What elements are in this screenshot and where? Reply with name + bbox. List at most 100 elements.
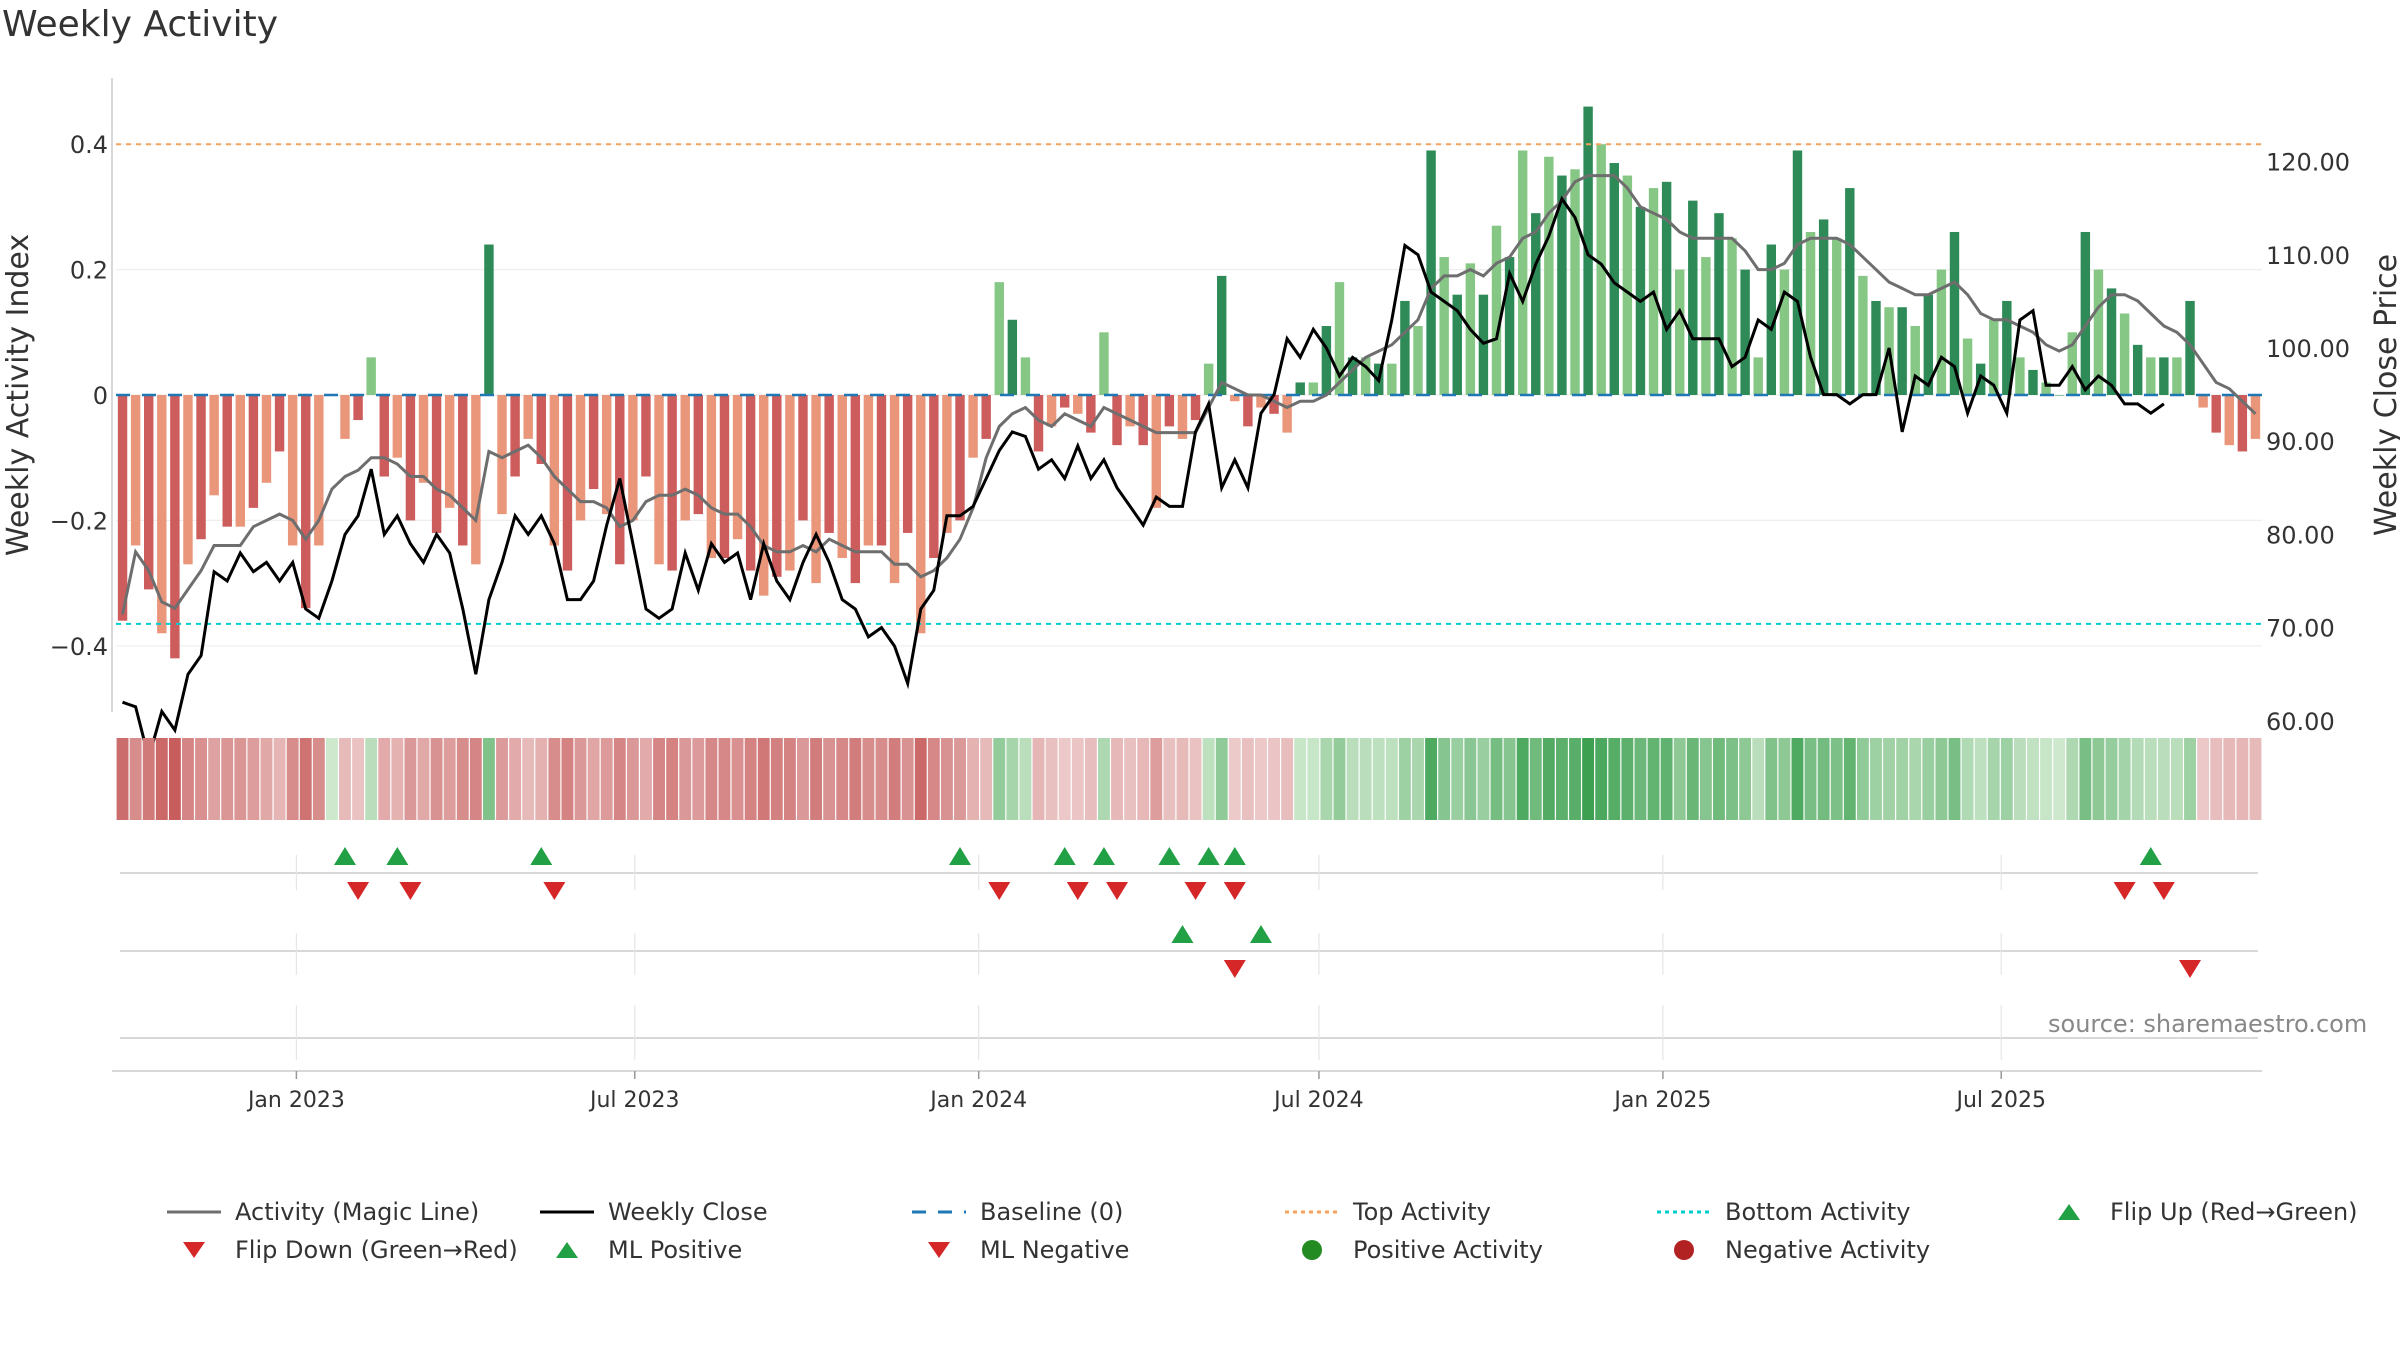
x-tick-label: Jul 2023 <box>588 1088 680 1113</box>
y-tick-label: 0 <box>93 382 108 410</box>
legend-item-baseline: Baseline (0) <box>910 1198 1123 1226</box>
activity-bar <box>1766 244 1777 395</box>
activity-bar <box>1007 319 1018 395</box>
activity-bar <box>1112 395 1122 446</box>
magic-line-icon <box>167 1210 221 1214</box>
heatmap-cell <box>1961 738 1974 820</box>
activity-bar <box>353 395 363 421</box>
chart-title: Weekly Activity <box>2 4 279 45</box>
heatmap-cell <box>2184 738 2196 820</box>
heatmap-cell <box>1412 738 1424 820</box>
activity-bar <box>1256 395 1266 408</box>
activity-bar <box>248 395 259 508</box>
heatmap-cell <box>1019 738 1032 820</box>
activity-bar <box>1845 188 1855 395</box>
activity-bar <box>1727 238 1737 395</box>
heatmap-cell <box>1163 738 1176 820</box>
activity-bar <box>562 395 573 571</box>
flip-down-marker <box>1184 882 1207 900</box>
activity-bar <box>235 395 246 527</box>
legend-item-weekly-close: Weekly Close <box>538 1198 768 1226</box>
heatmap-cell <box>1752 738 1765 820</box>
activity-bar <box>785 395 795 571</box>
heatmap-cell <box>2144 738 2157 820</box>
heatmap-cell <box>1098 738 1110 820</box>
flip-down-marker <box>2152 882 2175 900</box>
flip-down-marker <box>1106 882 1129 900</box>
activity-bar <box>366 357 376 395</box>
heatmap-cell <box>692 738 705 820</box>
baseline-dash-icon <box>912 1210 966 1214</box>
heatmap-cell <box>1843 738 1856 820</box>
heatmap-cell <box>1935 738 1948 820</box>
heatmap-cell <box>1726 738 1738 820</box>
activity-bar <box>994 282 1004 395</box>
heatmap-cell <box>2249 738 2262 820</box>
legend-label: Top Activity <box>1353 1198 1491 1226</box>
activity-bar <box>719 395 730 559</box>
activity-bar <box>1125 395 1135 427</box>
activity-bar <box>798 395 808 521</box>
activity-bar <box>1243 395 1253 427</box>
activity-bar <box>667 395 677 571</box>
ml-positive-marker <box>1171 925 1194 943</box>
activity-bar <box>811 395 821 584</box>
activity-bar <box>1622 175 1633 395</box>
heatmap-cell <box>535 738 548 820</box>
activity-bar <box>1962 338 1973 395</box>
heatmap-cell <box>1542 738 1555 820</box>
activity-bar <box>745 395 756 571</box>
legend-item-top-activity: Top Activity <box>1283 1198 1491 1226</box>
heatmap-cell <box>1006 738 1019 820</box>
heatmap-cell <box>1529 738 1542 820</box>
heatmap-cell <box>1713 738 1725 820</box>
legend-label: Negative Activity <box>1725 1236 1931 1264</box>
legend-label: Positive Activity <box>1353 1236 1543 1264</box>
activity-bar <box>1073 395 1083 414</box>
heatmap-cell <box>365 738 378 820</box>
flip-up-marker <box>1223 847 1246 865</box>
activity-bar <box>458 395 468 546</box>
heatmap-cell <box>1791 738 1804 820</box>
heatmap-cell <box>1255 738 1267 820</box>
activity-bar <box>2132 344 2143 395</box>
x-tick-label: Jan 2023 <box>246 1088 345 1113</box>
legend-label: Weekly Close <box>608 1198 768 1226</box>
activity-bar <box>2054 395 2064 396</box>
activity-bar <box>588 395 599 490</box>
activity-bar <box>628 395 638 521</box>
activity-bar <box>287 395 298 546</box>
heatmap-cell <box>1202 738 1215 820</box>
heatmap-cell <box>1503 738 1516 820</box>
activity-bar <box>183 395 193 565</box>
heatmap-cell <box>2092 738 2105 820</box>
triangle-up-green-icon <box>556 1242 578 1258</box>
activity-bar <box>1504 257 1515 395</box>
heatmap-cell <box>653 738 665 820</box>
activity-bar <box>2002 300 2012 395</box>
activity-bar <box>2080 231 2091 395</box>
flip-up-marker <box>949 847 972 865</box>
y2-tick-label: 80.00 <box>2266 521 2335 549</box>
activity-bar <box>1910 326 1920 395</box>
activity-bar <box>536 395 546 464</box>
heatmap-cell <box>810 738 823 820</box>
heatmap-cell <box>247 738 260 820</box>
heatmap-cell <box>1634 738 1647 820</box>
activity-bar <box>1688 200 1698 395</box>
activity-bar <box>523 395 533 439</box>
triangle-down-red-icon <box>928 1242 950 1258</box>
activity-bar <box>379 395 389 477</box>
heatmap-cell <box>1830 738 1843 820</box>
activity-bar <box>1151 395 1161 508</box>
activity-bar <box>1897 307 1907 395</box>
activity-bar <box>1596 144 1606 395</box>
heatmap-cell <box>1359 738 1372 820</box>
ml-positive-marker <box>1249 925 1272 943</box>
triangle-down-red-icon <box>183 1242 205 1258</box>
legend-label: ML Positive <box>608 1236 743 1264</box>
heatmap-cell <box>2066 738 2079 820</box>
heatmap-cell <box>1320 738 1333 820</box>
heatmap-cell <box>142 738 155 820</box>
